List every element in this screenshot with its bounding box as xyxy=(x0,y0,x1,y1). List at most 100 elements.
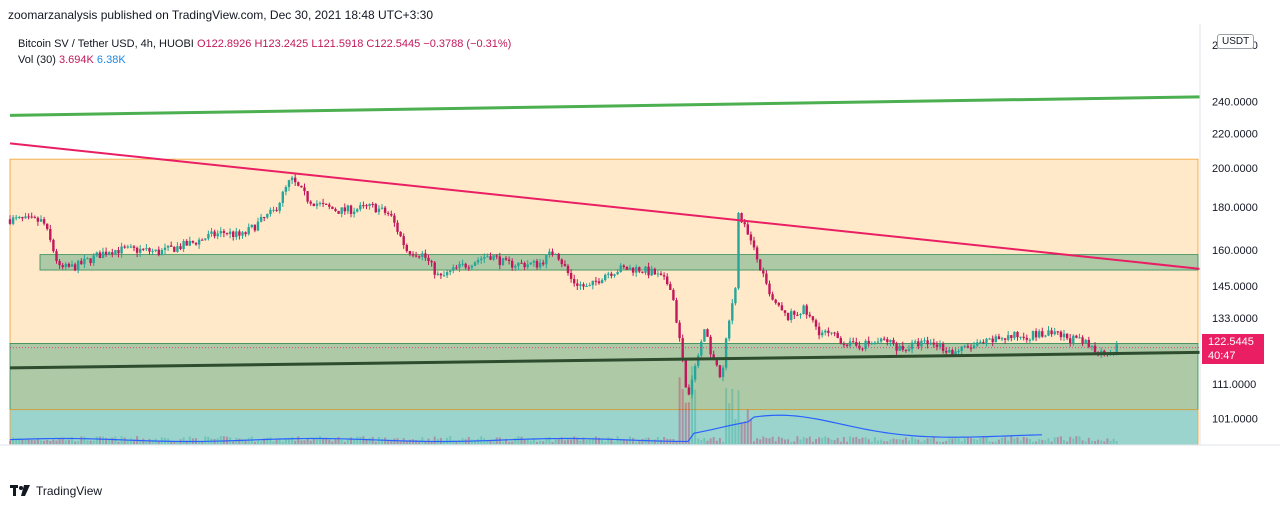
candle-body xyxy=(228,231,232,235)
candle-body xyxy=(352,211,356,214)
candle-body xyxy=(120,246,123,254)
candle-body xyxy=(197,239,201,245)
volume-bar xyxy=(802,437,805,444)
volume-bar xyxy=(18,437,21,444)
candle-body xyxy=(576,283,579,286)
candle-body xyxy=(1115,344,1118,353)
volume-bar xyxy=(74,441,77,444)
volume-bar xyxy=(793,441,796,444)
candle-body xyxy=(554,253,557,255)
volume-bar xyxy=(421,437,424,444)
volume-bar xyxy=(774,441,777,444)
candle-body xyxy=(780,305,784,311)
volume-bar xyxy=(508,441,511,444)
candle-body xyxy=(520,262,523,264)
volume-bar xyxy=(557,438,560,444)
volume-bar xyxy=(808,436,811,444)
candle-body xyxy=(383,207,387,213)
tradingview-brand[interactable]: TradingView xyxy=(36,484,103,498)
volume-bar xyxy=(554,438,557,444)
candle-body xyxy=(1087,339,1090,347)
candle-body xyxy=(514,265,517,268)
candle-body xyxy=(139,248,142,253)
volume-bar xyxy=(594,436,597,444)
candle-body xyxy=(266,214,269,218)
candle-body xyxy=(27,216,30,218)
candle-body xyxy=(976,342,979,346)
candle-body xyxy=(1053,331,1056,335)
candle-body xyxy=(994,336,997,343)
volume-bar xyxy=(77,441,80,444)
candle-body xyxy=(272,209,275,211)
volume-bar xyxy=(98,436,101,444)
candle-body xyxy=(303,187,306,192)
volume-bar xyxy=(284,438,287,444)
volume-bar xyxy=(849,436,852,444)
candle-body xyxy=(49,228,52,240)
candle-body xyxy=(979,341,982,343)
candle-body xyxy=(145,248,148,250)
volume-bar xyxy=(9,440,11,444)
volume-bar xyxy=(613,441,616,444)
candle-body xyxy=(728,320,731,339)
volume-bar xyxy=(687,402,690,444)
candle-body xyxy=(470,265,474,268)
candle-body xyxy=(1103,350,1106,354)
volume-bar xyxy=(542,441,545,444)
candle-body xyxy=(61,265,64,268)
candle-body xyxy=(284,187,288,192)
candle-body xyxy=(532,260,536,263)
volume-bar xyxy=(790,441,793,444)
price-chart[interactable]: 101.0000 111.0000 133.0000 145.0000 160.0000… xyxy=(0,24,1280,456)
time-tick-label: 26 xyxy=(1045,455,1057,456)
volume-bar xyxy=(1115,440,1118,444)
candle-body xyxy=(114,250,117,255)
candle-body xyxy=(811,316,815,321)
volume-bar xyxy=(715,440,718,444)
volume-bar xyxy=(749,418,752,444)
candle-body xyxy=(402,236,405,246)
volume-bar xyxy=(725,388,728,444)
volume-bar xyxy=(129,438,132,444)
candle-body xyxy=(814,320,818,327)
volume-bar xyxy=(1069,436,1072,444)
candle-body xyxy=(365,205,368,207)
candle-body xyxy=(737,213,740,289)
candle-body xyxy=(55,251,58,262)
volume-bar xyxy=(799,439,802,444)
volume-bar xyxy=(777,436,780,444)
candle-body xyxy=(399,231,402,237)
candle-body xyxy=(1062,333,1066,338)
volume-bar xyxy=(470,439,473,444)
candle-body xyxy=(551,251,554,255)
candle-body xyxy=(142,248,145,250)
volume-bar xyxy=(768,438,771,444)
candle-body xyxy=(467,267,470,269)
volume-bar xyxy=(942,441,945,444)
volume-bar xyxy=(458,440,461,444)
low-value: L121.5918 xyxy=(311,38,364,50)
candle-body xyxy=(337,211,340,214)
volume-bar xyxy=(883,441,886,444)
volume-bar xyxy=(545,437,548,444)
candle-body xyxy=(923,340,926,342)
volume-bar xyxy=(681,389,684,444)
candle-body xyxy=(653,268,656,275)
price-tick-label: 145.0000 xyxy=(1212,281,1258,293)
price-tick-label: 200.0000 xyxy=(1212,163,1258,175)
candle-body xyxy=(622,265,625,267)
volume-bar xyxy=(1025,437,1028,444)
candle-body xyxy=(808,314,811,317)
volume-bar xyxy=(833,440,836,444)
volume-bar xyxy=(272,441,275,444)
currency-button[interactable]: USDT xyxy=(1217,34,1255,49)
volume-bar xyxy=(700,439,703,444)
volume-bar xyxy=(598,437,600,444)
candle-body xyxy=(464,263,467,268)
candle-body xyxy=(306,191,309,202)
candle-body xyxy=(855,342,858,346)
volume-bar xyxy=(1087,437,1090,444)
symbol-label: Bitcoin SV / Tether USD, 4h, HUOBI xyxy=(18,38,194,50)
candle-body xyxy=(786,312,790,321)
volume-bar xyxy=(1066,441,1069,444)
